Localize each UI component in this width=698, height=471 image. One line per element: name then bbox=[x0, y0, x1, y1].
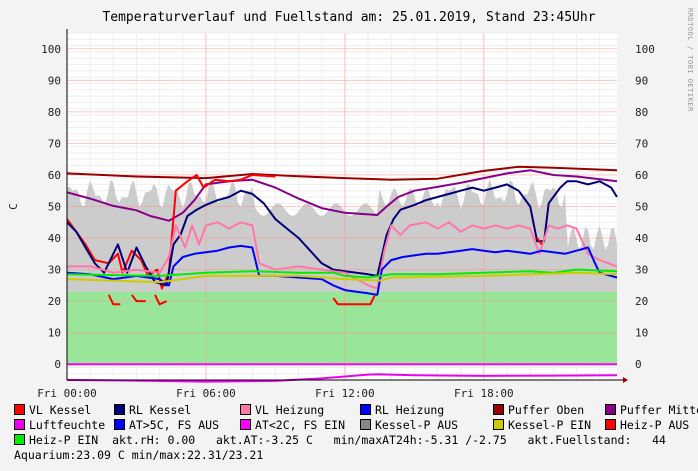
legend-swatch bbox=[114, 404, 125, 415]
y-tick-label-right: 0 bbox=[635, 358, 642, 371]
legend-item: RL Heizung bbox=[360, 403, 493, 418]
legend-item: VL Heizung bbox=[240, 403, 360, 418]
legend-item: RL Kessel bbox=[114, 403, 240, 418]
legend-item: Luftfeuchte bbox=[14, 418, 114, 433]
series-heiz-p-aus bbox=[536, 237, 543, 245]
y-tick-label: 70 bbox=[48, 137, 61, 150]
series-vl-heizung bbox=[67, 221, 618, 290]
series-puffer-mitte bbox=[66, 169, 618, 222]
legend-swatch bbox=[14, 404, 25, 415]
legend-label: Kessel-P AUS bbox=[375, 418, 459, 432]
y-tick-label-right: 50 bbox=[635, 201, 648, 214]
legend-swatch bbox=[605, 419, 616, 430]
legend-label: Puffer Mitte bbox=[620, 403, 698, 417]
legend-label: Kessel-P EIN bbox=[508, 418, 592, 432]
legend-label: VL Kessel bbox=[29, 403, 92, 417]
chart-title: Temperaturverlauf und Fuellstand am: 25.… bbox=[102, 10, 595, 25]
x-axis-arrow bbox=[623, 377, 628, 383]
y-tick-label: 30 bbox=[48, 264, 61, 277]
legend-label: AT<2C, FS EIN bbox=[255, 418, 346, 432]
y-tick-label: 10 bbox=[48, 327, 61, 340]
legend-item: Heiz-P AUS bbox=[605, 418, 695, 433]
series-heiz-p-aus bbox=[332, 294, 376, 306]
y-tick-label-right: 60 bbox=[635, 169, 648, 182]
aquarium-line: Aquarium:23.09 C min/max:22.31/23.21 bbox=[14, 448, 264, 462]
y-tick-label: 90 bbox=[48, 74, 61, 87]
legend-item: AT>5C, FS AUS bbox=[114, 418, 240, 433]
legend-swatch bbox=[14, 419, 25, 430]
legend-label: RL Heizung bbox=[375, 403, 445, 417]
legend-item: AT<2C, FS EIN bbox=[240, 418, 360, 433]
legend-swatch bbox=[493, 404, 504, 415]
legend: VL Kessel RL Kessel VL Heizung RL Heizung Pu… bbox=[14, 403, 698, 463]
y-tick-label: 20 bbox=[48, 295, 61, 308]
x-tick-label: Fri 00:00 bbox=[37, 387, 97, 400]
x-tick-label: Fri 18:00 bbox=[454, 387, 514, 400]
y-tick-label: 40 bbox=[48, 232, 61, 245]
y-tick-label-right: 40 bbox=[635, 232, 648, 245]
watermark: RRDTOOL / TOBI OETIKER bbox=[686, 8, 694, 112]
legend-swatch bbox=[240, 404, 251, 415]
series-puffer-oben bbox=[66, 165, 618, 181]
y-tick-label: 50 bbox=[48, 201, 61, 214]
status-swatch-label: Heiz-P EIN bbox=[29, 433, 99, 447]
y-tick-label-right: 20 bbox=[635, 295, 648, 308]
y-tick-label: 80 bbox=[48, 106, 61, 119]
legend-swatch bbox=[493, 419, 504, 430]
legend-item: Puffer Oben bbox=[493, 403, 605, 418]
series-luftfeuchte bbox=[66, 373, 618, 383]
series-rl-heizung bbox=[66, 244, 618, 296]
y-tick-label: 0 bbox=[54, 358, 61, 371]
legend-swatch bbox=[605, 404, 616, 415]
series-heiz-p-aus bbox=[154, 294, 168, 306]
legend-swatch bbox=[114, 419, 125, 430]
legend-swatch bbox=[360, 404, 371, 415]
series-heiz-p-aus bbox=[107, 294, 121, 306]
y-tick-label-right: 90 bbox=[635, 74, 648, 87]
legend-label: VL Heizung bbox=[255, 403, 325, 417]
y-tick-label-right: 70 bbox=[635, 137, 648, 150]
legend-item: VL Kessel bbox=[14, 403, 114, 418]
legend-label: AT>5C, FS AUS bbox=[129, 418, 220, 432]
legend-label: Puffer Oben bbox=[508, 403, 585, 417]
status-text: akt.rH: 0.00 akt.AT:-3.25 C min/maxAT24h… bbox=[98, 433, 666, 447]
y-tick-label: 60 bbox=[48, 169, 61, 182]
legend-row-1: VL Kessel RL Kessel VL Heizung RL Heizung Pu… bbox=[14, 403, 698, 418]
series-heiz-p-aus bbox=[130, 294, 146, 303]
legend-item: Kessel-P EIN bbox=[493, 418, 605, 433]
series-kessel-p-ein bbox=[66, 271, 618, 284]
x-tick-label: Fri 06:00 bbox=[176, 387, 236, 400]
y-tick-label: 100 bbox=[41, 43, 61, 56]
x-tick-label: Fri 12:00 bbox=[315, 387, 375, 400]
legend-item: Kessel-P AUS bbox=[360, 418, 493, 433]
legend-label: Luftfeuchte bbox=[29, 418, 106, 432]
y-axis-label: C bbox=[7, 203, 20, 210]
legend-label: Heiz-P AUS bbox=[620, 418, 690, 432]
fuellstand-area bbox=[67, 291, 617, 365]
y-tick-label-right: 10 bbox=[635, 327, 648, 340]
chart-area: 0 0 10 10 20 20 30 30 40 40 50 50 60 60 70 70 80 80 90 90 10… bbox=[7, 10, 655, 400]
legend-item: Puffer Mitte bbox=[605, 403, 698, 418]
legend-swatch bbox=[360, 419, 371, 430]
legend-label: RL Kessel bbox=[129, 403, 192, 417]
status-line: Heiz-P EIN akt.rH: 0.00 akt.AT:-3.25 C m… bbox=[14, 433, 694, 448]
legend-row-2: Luftfeuchte AT>5C, FS AUS AT<2C, FS EIN Kes… bbox=[14, 418, 694, 433]
y-tick-label-right: 100 bbox=[635, 43, 655, 56]
series-heiz-p-ein bbox=[66, 268, 618, 279]
y-tick-label-right: 30 bbox=[635, 264, 648, 277]
heiz-p-ein-swatch bbox=[14, 434, 25, 445]
legend-swatch bbox=[240, 419, 251, 430]
y-tick-label-right: 80 bbox=[635, 106, 648, 119]
